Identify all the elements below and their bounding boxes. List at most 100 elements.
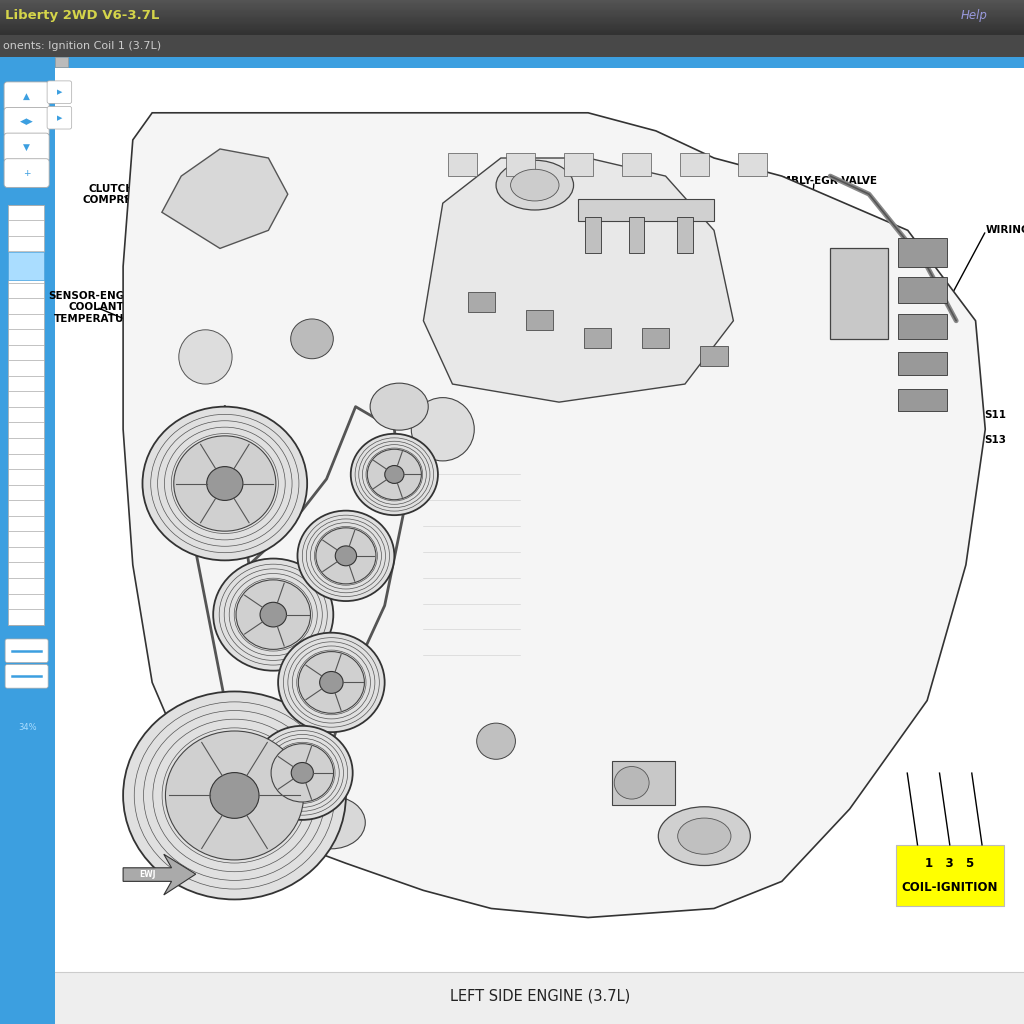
Bar: [447, 154, 477, 176]
Text: S11: S11: [984, 410, 1006, 420]
Bar: [898, 313, 946, 339]
Text: THROTTLE-BODY: THROTTLE-BODY: [473, 176, 571, 186]
Text: 34%: 34%: [18, 723, 37, 731]
Bar: [896, 845, 1004, 906]
Bar: [0, 68, 55, 1024]
Bar: [898, 388, 946, 412]
Text: CLUTCH-A/C
COMPRESSOR: CLUTCH-A/C COMPRESSOR: [83, 183, 163, 206]
Circle shape: [291, 763, 313, 783]
FancyBboxPatch shape: [4, 159, 49, 187]
Circle shape: [174, 436, 275, 531]
Circle shape: [236, 580, 310, 649]
Circle shape: [298, 651, 365, 714]
Circle shape: [368, 450, 421, 500]
Text: STARTER: STARTER: [783, 735, 835, 745]
Circle shape: [319, 672, 343, 693]
Circle shape: [297, 511, 394, 601]
Circle shape: [260, 602, 287, 627]
Text: onents: Ignition Coil 1 (3.7L): onents: Ignition Coil 1 (3.7L): [3, 41, 161, 51]
Circle shape: [614, 767, 649, 799]
Circle shape: [315, 527, 376, 584]
Text: ASSEMBLY-EGR VALVE: ASSEMBLY-EGR VALVE: [751, 176, 878, 186]
Text: +: +: [23, 169, 31, 177]
Bar: [564, 154, 593, 176]
Text: WIRING-E: WIRING-E: [986, 225, 1024, 236]
Text: SOLENOID-EVAP/PURGE: SOLENOID-EVAP/PURGE: [590, 801, 727, 811]
Polygon shape: [162, 148, 288, 249]
Text: EWJ: EWJ: [139, 869, 156, 879]
Ellipse shape: [678, 818, 731, 854]
Circle shape: [252, 726, 352, 820]
Bar: [700, 346, 728, 366]
Bar: [898, 352, 946, 375]
Text: SWITCH-OIL PRESSURE: SWITCH-OIL PRESSURE: [395, 801, 530, 811]
Circle shape: [142, 407, 307, 560]
Text: Liberty 2WD V6-3.7L: Liberty 2WD V6-3.7L: [5, 9, 160, 23]
Text: GENERATOR: GENERATOR: [351, 176, 423, 186]
Bar: [55, 972, 1024, 1024]
Text: LEFT SIDE ENGINE (3.7L): LEFT SIDE ENGINE (3.7L): [450, 988, 630, 1004]
Text: SENSOR-MAP: SENSOR-MAP: [225, 176, 303, 186]
FancyBboxPatch shape: [5, 639, 48, 663]
Bar: [629, 217, 644, 253]
Bar: [0, 35, 1024, 57]
Ellipse shape: [496, 161, 573, 210]
Text: ▶: ▶: [56, 89, 62, 95]
Ellipse shape: [297, 797, 366, 849]
Bar: [8, 252, 44, 281]
Polygon shape: [123, 113, 985, 918]
Bar: [0, 57, 1024, 68]
Bar: [830, 249, 889, 339]
Text: INJECTOR-FUEL
1   3   5: INJECTOR-FUEL 1 3 5: [591, 161, 679, 183]
Polygon shape: [123, 854, 196, 895]
Text: S13: S13: [984, 435, 1006, 445]
Bar: [622, 154, 651, 176]
Text: ▶: ▶: [56, 115, 62, 121]
Text: ◀▶: ◀▶: [19, 118, 34, 126]
Circle shape: [207, 467, 243, 501]
Bar: [642, 328, 670, 348]
Bar: [680, 154, 710, 176]
Ellipse shape: [658, 807, 751, 865]
Circle shape: [385, 466, 403, 483]
Bar: [506, 154, 535, 176]
Ellipse shape: [179, 330, 232, 384]
Bar: [585, 328, 611, 348]
Bar: [677, 217, 692, 253]
Circle shape: [279, 633, 385, 732]
Bar: [8, 205, 44, 625]
Text: 1   3   5: 1 3 5: [925, 857, 975, 869]
Circle shape: [271, 743, 334, 802]
Bar: [738, 154, 767, 176]
Ellipse shape: [370, 383, 428, 430]
Circle shape: [213, 558, 334, 671]
Circle shape: [166, 731, 303, 860]
Ellipse shape: [511, 169, 559, 201]
Polygon shape: [423, 158, 733, 402]
Bar: [55, 57, 68, 67]
Bar: [579, 199, 714, 221]
Bar: [468, 292, 495, 311]
Text: ▲: ▲: [24, 92, 30, 100]
Text: ▼: ▼: [24, 143, 30, 152]
FancyBboxPatch shape: [47, 81, 72, 103]
Circle shape: [123, 691, 346, 899]
Bar: [612, 761, 675, 805]
Circle shape: [335, 546, 356, 566]
FancyBboxPatch shape: [4, 108, 49, 136]
Circle shape: [477, 723, 515, 759]
Bar: [526, 310, 553, 330]
Circle shape: [210, 772, 259, 818]
Ellipse shape: [412, 397, 474, 461]
Text: SENSOR-ENGINE
COOLANT
TEMPERATURE: SENSOR-ENGINE COOLANT TEMPERATURE: [48, 291, 144, 324]
Text: Help: Help: [961, 9, 987, 23]
Text: COIL-IGNITION: COIL-IGNITION: [901, 882, 998, 894]
FancyBboxPatch shape: [5, 665, 48, 688]
FancyBboxPatch shape: [4, 133, 49, 162]
FancyBboxPatch shape: [47, 106, 72, 129]
FancyBboxPatch shape: [4, 82, 49, 111]
Bar: [585, 217, 601, 253]
Bar: [898, 278, 946, 303]
Circle shape: [291, 318, 334, 358]
Bar: [898, 238, 946, 266]
